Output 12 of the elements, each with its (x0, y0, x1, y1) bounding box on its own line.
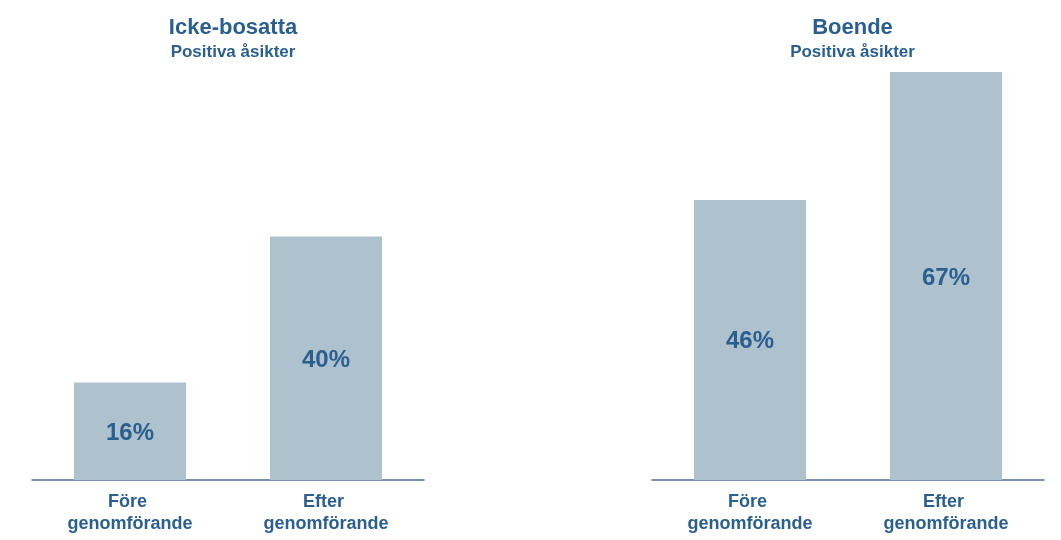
data-label: 46% (725, 326, 775, 354)
chart-title: Boende (812, 13, 893, 39)
x-tick-label: Efter genomförande (883, 491, 1009, 533)
data-label: 16% (105, 417, 155, 445)
chart-title: Icke-bosatta (168, 13, 298, 39)
x-tick-label: Före genomförande (687, 491, 813, 533)
x-tick-label: Efter genomförande (263, 491, 389, 533)
data-label: 67% (921, 262, 971, 290)
x-tick-label: Före genomförande (67, 491, 193, 533)
chart-subtitle: Positiva åsikter (790, 42, 916, 61)
data-label: 40% (301, 344, 351, 372)
chart-subtitle: Positiva åsikter (170, 42, 296, 61)
